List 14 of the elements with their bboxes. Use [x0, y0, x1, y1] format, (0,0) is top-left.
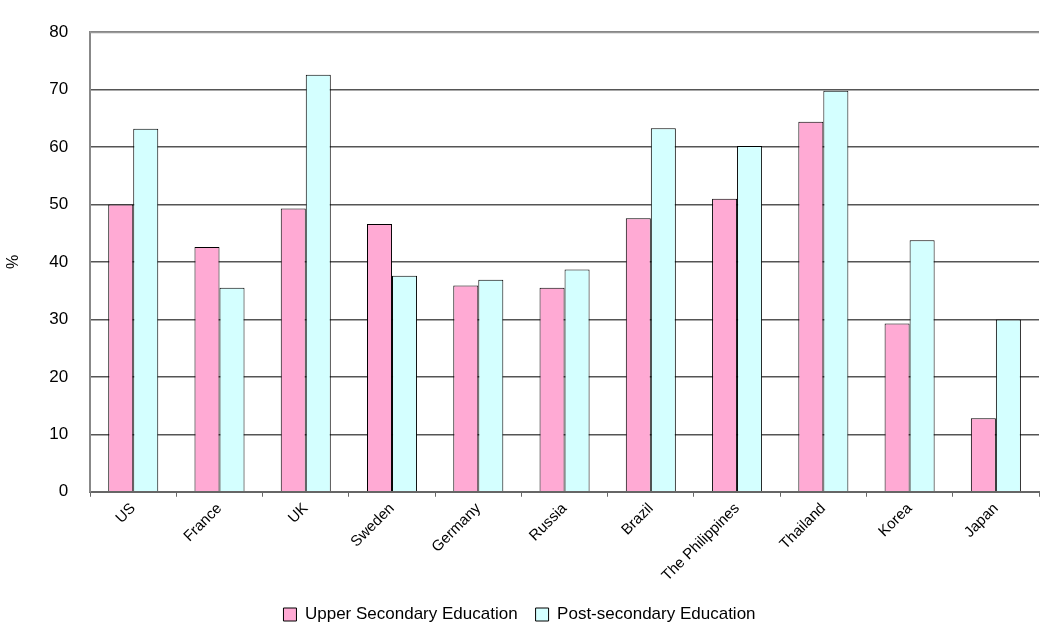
legend-label: Upper Secondary Education	[304, 604, 518, 624]
y-tick-label: 70	[49, 79, 69, 99]
y-tick-label: 50	[49, 194, 69, 214]
y-tick-label: 30	[49, 309, 69, 329]
y-tick-label: 20	[49, 366, 69, 386]
y-tick-label: 10	[49, 423, 69, 443]
y-tick-label: 40	[49, 251, 69, 271]
y-axis-title: %	[4, 254, 22, 270]
y-tick-label: 60	[49, 136, 69, 156]
x-tick-label: US	[111, 499, 139, 526]
y-tick-label: 0	[58, 481, 69, 501]
y-tick-label: 80	[49, 21, 69, 41]
x-tick-label: UK	[284, 499, 311, 526]
legend-label: Post-secondary Education	[557, 604, 756, 624]
